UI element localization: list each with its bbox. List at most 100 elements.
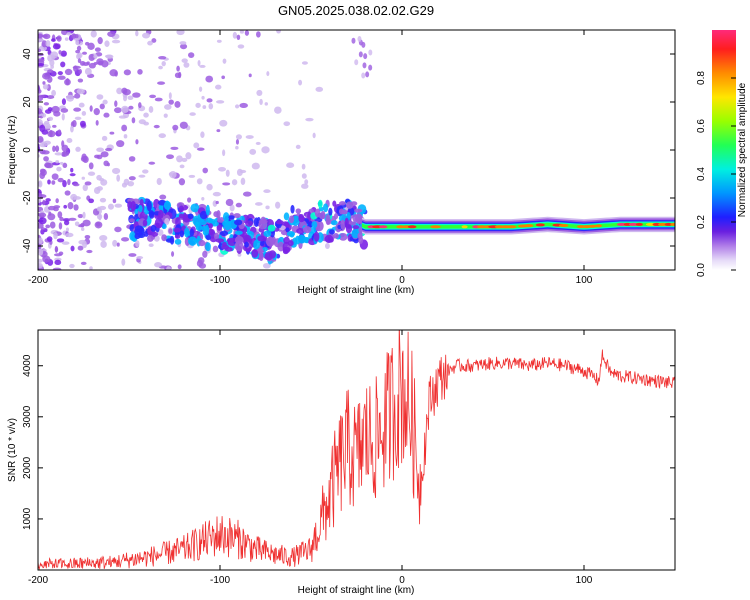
heatmap-speckle — [168, 92, 172, 100]
heatmap-speckle — [256, 89, 263, 96]
heatmap-speckle — [135, 240, 140, 247]
heatmap-speckle — [177, 264, 182, 270]
heatmap-speckle — [128, 156, 136, 162]
heatmap-speckle — [55, 198, 59, 204]
heatmap-speckle — [180, 43, 188, 50]
heatmap-speckle — [81, 176, 85, 180]
heatmap-blob — [234, 219, 243, 226]
heatmap-speckle — [38, 94, 45, 98]
heatmap-speckle — [111, 167, 121, 175]
heatmap-speckle — [202, 167, 208, 174]
heatmap-speckle — [176, 155, 183, 163]
heatmap-speckle — [172, 124, 179, 131]
heatmap-speckle — [265, 205, 270, 210]
heatmap-blob — [256, 248, 264, 254]
heatmap-speckle — [42, 199, 46, 206]
heatmap-blob — [244, 241, 249, 248]
heatmap-speckle — [103, 112, 110, 118]
heatmap-blob — [178, 213, 184, 219]
x-tick-label: -100 — [210, 575, 230, 586]
heatmap-speckle — [88, 62, 96, 69]
heatmap-speckle — [212, 245, 219, 253]
heatmap-speckle — [78, 102, 85, 108]
heatmap-blob — [288, 215, 295, 224]
x-tick-label: 0 — [399, 275, 405, 286]
heatmap-speckle — [104, 40, 110, 47]
heatmap-speckle — [114, 203, 123, 208]
heatmap-speckle — [93, 108, 100, 116]
x-tick-label: 0 — [399, 575, 405, 586]
heatmap-blob — [205, 217, 213, 223]
heatmap-speckle — [234, 104, 240, 109]
heatmap-blob — [246, 230, 252, 235]
heatmap-speckle — [185, 152, 192, 160]
heatmap-speckle — [74, 34, 79, 39]
heatmap-speckle — [77, 58, 82, 64]
heatmap-speckle — [39, 168, 46, 174]
heatmap-speckle — [99, 177, 105, 182]
heatmap-speckle — [96, 147, 105, 153]
heatmap-speckle — [51, 38, 56, 42]
heatmap-blob — [198, 239, 206, 247]
heatmap-blob — [174, 238, 182, 245]
colorbar-label: Normalized spectral amplitude — [737, 82, 748, 217]
heatmap-speckle — [57, 211, 63, 219]
heatmap-speckle — [49, 221, 56, 229]
heatmap-blob — [298, 215, 305, 223]
heatmap-blob — [158, 204, 165, 211]
heatmap-speckle — [69, 173, 76, 177]
heatmap-speckle — [128, 105, 134, 110]
heatmap-speckle — [60, 61, 66, 68]
heatmap-speckle — [100, 151, 109, 158]
heatmap-speckle — [240, 177, 246, 186]
heatmap-speckle — [171, 251, 175, 257]
snr-panel: -200 -100 0 100 1000 2000 3000 4000 Height of … — [7, 329, 676, 596]
heatmap-speckle — [170, 146, 179, 150]
heatmap-blob — [257, 235, 266, 242]
heatmap-blob — [179, 230, 185, 238]
heatmap-speckle — [38, 52, 44, 57]
heatmap-blob — [168, 228, 173, 234]
heatmap-speckle — [361, 41, 366, 48]
heatmap-speckle — [68, 217, 77, 221]
heatmap-blob — [174, 234, 181, 239]
heatmap-speckle — [70, 125, 74, 133]
heatmap-speckle — [301, 183, 309, 189]
heatmap-blob — [189, 228, 195, 237]
heatmap-speckle — [82, 51, 88, 55]
heatmap-speckle — [266, 71, 270, 77]
heatmap-speckle — [96, 58, 104, 65]
heatmap-blob — [287, 240, 294, 247]
heatmap-blob — [134, 228, 143, 235]
heatmap-speckle — [43, 102, 50, 106]
heatmap-speckle — [64, 190, 71, 196]
heatmap-speckle — [86, 249, 93, 254]
heatmap-speckle — [199, 64, 206, 68]
y-tick-label: 2000 — [22, 456, 33, 479]
heatmap-speckle — [123, 134, 128, 139]
heatmap-speckle — [116, 87, 123, 95]
ridge-peak — [628, 222, 639, 226]
heatmap-blob — [311, 221, 318, 229]
heatmap-blob — [205, 204, 210, 216]
heatmap-speckle — [156, 177, 162, 186]
snr-y-label: SNR (10 * v/v) — [7, 418, 18, 482]
heatmap-speckle — [70, 245, 75, 252]
heatmap-blob — [332, 200, 337, 207]
heatmap-speckle — [127, 95, 134, 101]
heatmap-blob — [222, 212, 230, 222]
heatmap-speckle — [94, 47, 101, 52]
heatmap-speckle — [222, 182, 231, 186]
heatmap-speckle — [259, 98, 263, 105]
heatmap-speckle — [65, 232, 74, 238]
heatmap-speckle — [169, 171, 177, 179]
x-tick-label: -100 — [210, 275, 230, 286]
ridge-peak — [535, 223, 545, 227]
ridge-peak — [407, 225, 417, 229]
heatmap-speckle — [131, 117, 136, 124]
heatmap-speckle — [54, 259, 62, 265]
heatmap-blob — [338, 215, 347, 222]
heatmap-speckle — [58, 222, 63, 230]
heatmap-blob — [184, 227, 190, 238]
